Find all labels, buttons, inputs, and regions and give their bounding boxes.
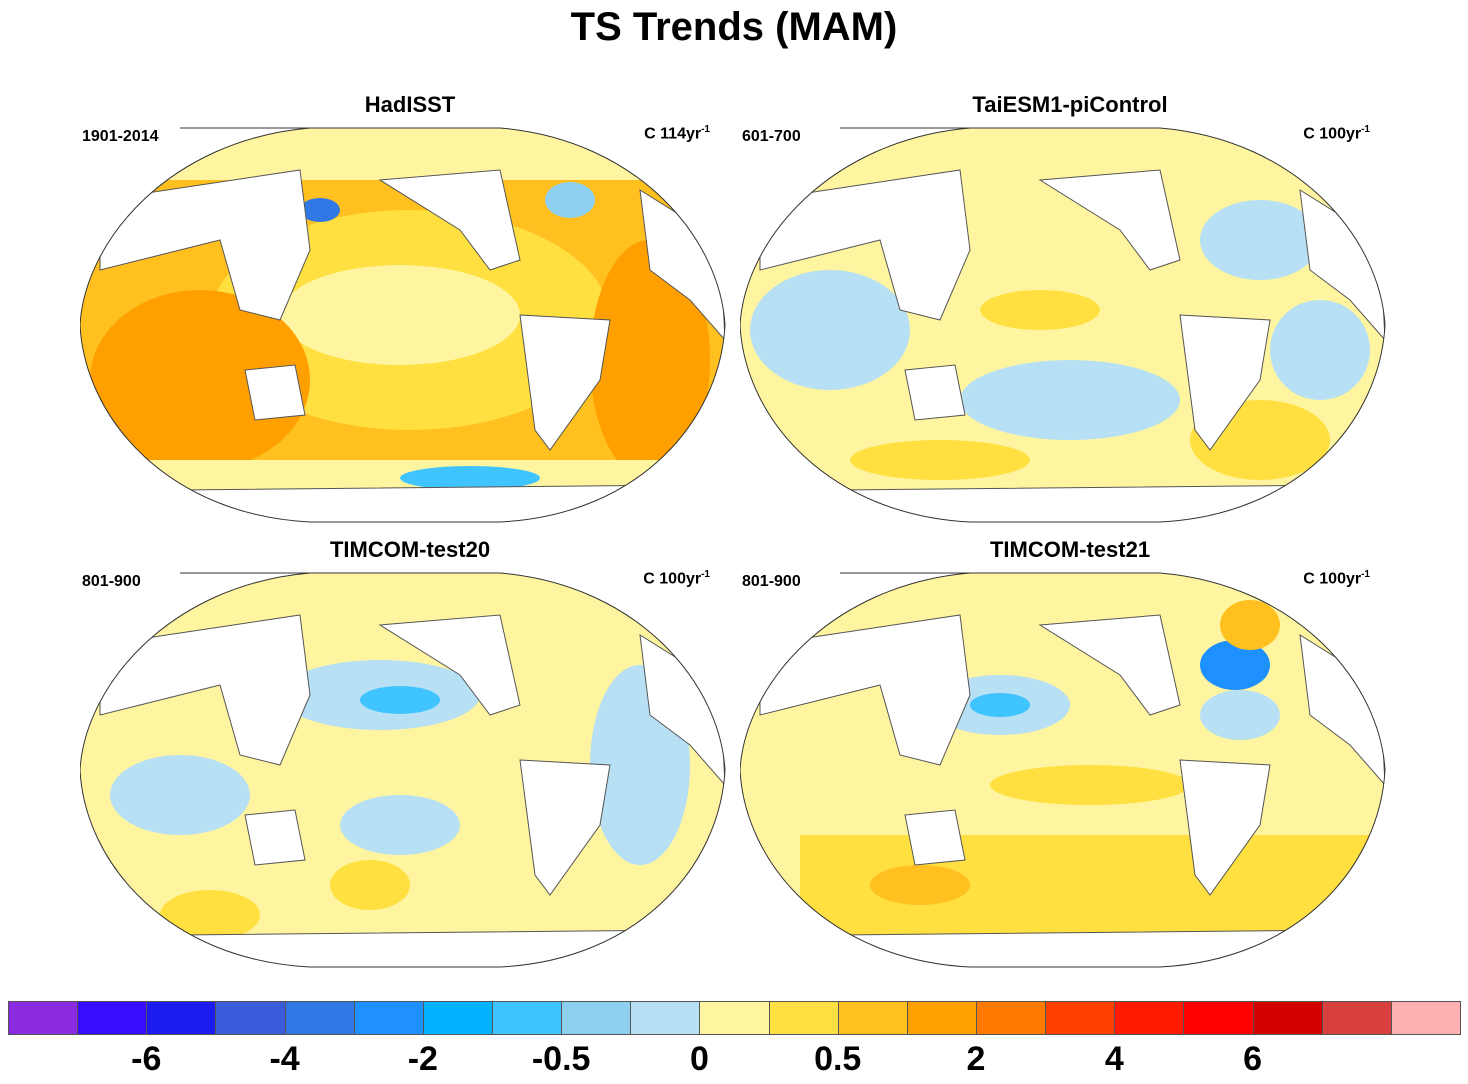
panel-timcom-test21: TIMCOM-test21 801-900 C 100yr-1: [740, 537, 1400, 968]
colorbar-label: 4: [1104, 1040, 1124, 1078]
colorbar-box: [146, 1001, 217, 1035]
colorbar-label: -0.5: [531, 1040, 591, 1078]
panel-unit: C 100yr-1: [1303, 124, 1370, 143]
panel-period: 801-900: [742, 573, 801, 590]
colorbar-box: [1114, 1001, 1185, 1035]
map-timcom-test21: [740, 572, 1386, 968]
colorbar-box: [561, 1001, 632, 1035]
colorbar-box: [353, 1001, 424, 1035]
colorbar-box: [77, 1001, 148, 1035]
figure-title: TS Trends (MAM): [570, 5, 898, 49]
colorbar-label: -2: [407, 1040, 438, 1078]
panel-taiesm1: TaiESM1-piControl 601-700 C 100yr-1: [740, 92, 1400, 523]
colorbar-box: [1183, 1001, 1254, 1035]
colorbar-label: -4: [269, 1040, 300, 1078]
panel-title: HadISST: [364, 92, 456, 117]
colorbar-label: 0.5: [814, 1040, 862, 1078]
colorbar-box: [8, 1001, 79, 1035]
panel-unit: C 100yr-1: [643, 569, 710, 588]
colorbar-box: [284, 1001, 355, 1035]
map-timcom-test20: [80, 572, 726, 968]
colorbar-box: [837, 1001, 908, 1035]
colorbar-label: 6: [1243, 1040, 1263, 1078]
map-taiesm1: [740, 127, 1386, 523]
colorbar-box: [215, 1001, 286, 1035]
panel-title: TaiESM1-piControl: [972, 92, 1168, 117]
colorbar-label: 0: [689, 1040, 709, 1078]
colorbar-box: [491, 1001, 563, 1035]
panel-period: 601-700: [742, 128, 801, 145]
panel-title: TIMCOM-test20: [329, 537, 491, 562]
colorbar-box: [1045, 1001, 1116, 1035]
colorbar-box: [699, 1001, 770, 1035]
panel-unit: C 100yr-1: [1303, 569, 1370, 588]
colorbar-box: [1390, 1001, 1461, 1035]
colorbar-box: [1321, 1001, 1392, 1035]
colorbar-box: [768, 1001, 839, 1035]
colorbar-label: 2: [966, 1040, 986, 1078]
colorbar-box: [630, 1001, 701, 1035]
colorbar-box: [422, 1001, 493, 1035]
panel-period: 1901-2014: [82, 128, 159, 145]
panel-title: TIMCOM-test21: [989, 537, 1151, 562]
colorbar-box: [906, 1001, 977, 1035]
panel-hadisst: HadISST 1901-2014 C 114yr-1: [80, 92, 740, 523]
panel-period: 801-900: [82, 573, 141, 590]
panel-unit: C 114yr-1: [644, 124, 710, 143]
colorbar: [8, 1001, 1461, 1035]
colorbar-box: [1252, 1001, 1323, 1035]
colorbar-label: -6: [131, 1040, 162, 1078]
panel-timcom-test20: TIMCOM-test20 801-900 C 100yr-1: [80, 537, 740, 968]
colorbar-box: [975, 1001, 1047, 1035]
map-hadisst: [80, 127, 726, 523]
